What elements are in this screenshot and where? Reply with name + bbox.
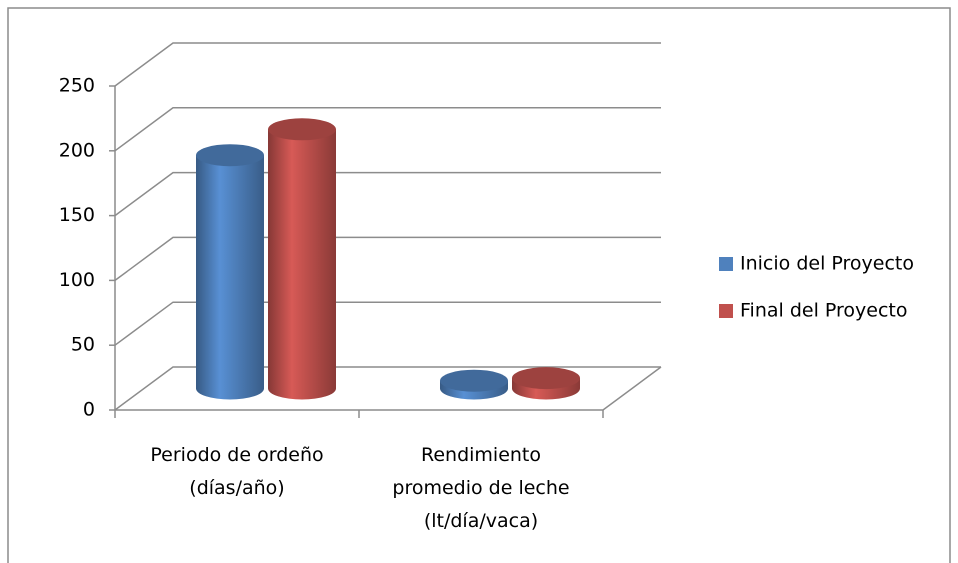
cylinder-top	[512, 367, 580, 390]
y-tick-label: 150	[59, 204, 95, 226]
grid-line	[114, 107, 661, 152]
legend-label: Final del Proyecto	[740, 300, 908, 322]
y-tick-label: 200	[59, 139, 95, 161]
grid-line	[114, 171, 661, 217]
cylinder-top	[196, 144, 264, 167]
chart-frame	[7, 7, 951, 563]
y-tick-label: 0	[83, 399, 95, 421]
y-tick-label: 100	[59, 269, 95, 291]
legend-label: Inicio del Proyecto	[740, 253, 914, 275]
legend-swatch	[719, 304, 733, 318]
grid-line	[114, 366, 661, 411]
cylinder-body	[196, 155, 264, 400]
grid-line	[114, 236, 661, 282]
grid-line	[114, 301, 661, 346]
x-tick-label: Periodo de ordeño (días/año)	[150, 444, 323, 499]
cylinder-body	[268, 129, 336, 400]
cylinder-top	[440, 369, 508, 392]
cylinder-top	[268, 118, 336, 141]
y-tick-label: 250	[59, 75, 95, 97]
y-tick-label: 50	[71, 334, 95, 356]
x-tick-label: Rendimiento promedio de leche (lt/día/vaca…	[392, 444, 569, 532]
grid-line	[114, 42, 661, 87]
legend-swatch	[719, 257, 733, 271]
